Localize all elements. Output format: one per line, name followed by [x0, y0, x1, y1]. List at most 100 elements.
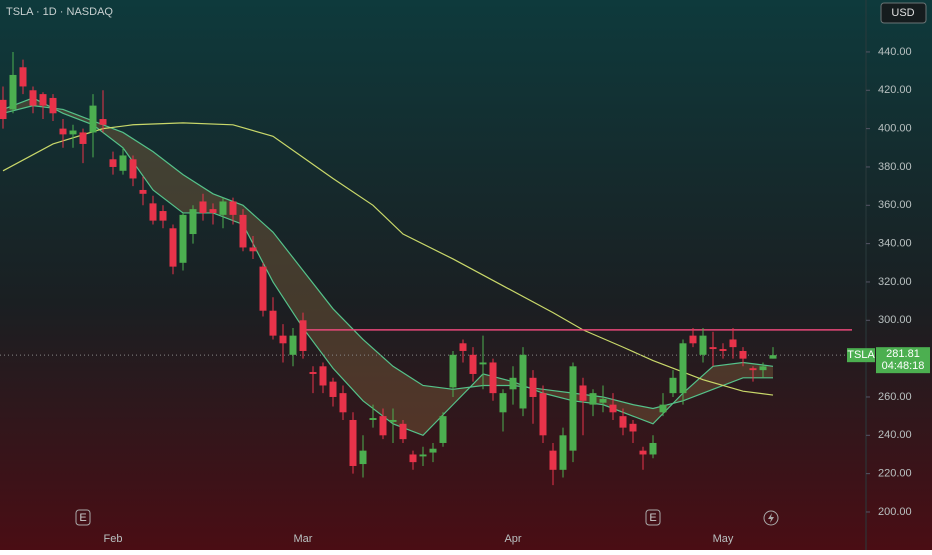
candle-body: [769, 355, 777, 359]
candle-body: [329, 381, 337, 397]
earnings-label: E: [79, 512, 86, 524]
candle-body: [679, 343, 687, 394]
x-tick-label: May: [713, 533, 734, 545]
symbol-tag: [847, 348, 875, 363]
lightning-icon[interactable]: [763, 510, 779, 526]
candle-body: [419, 454, 427, 457]
candle-body: [49, 97, 57, 114]
y-tick-label: 200.00: [878, 506, 912, 518]
candle-body: [139, 189, 147, 194]
candle-body: [739, 350, 747, 359]
candle-body: [409, 454, 417, 463]
candle-body: [599, 398, 607, 403]
candle-body: [509, 377, 517, 390]
candle-body: [169, 228, 177, 267]
candle-body: [259, 266, 267, 311]
candle-body: [89, 105, 97, 133]
candle-body: [219, 201, 227, 215]
y-tick-label: 220.00: [878, 468, 912, 480]
ma-ribbon: [3, 97, 773, 436]
candle-body: [489, 362, 497, 394]
candle-body: [299, 320, 307, 351]
y-tick-label: 260.00: [878, 391, 912, 403]
y-tick-label: 400.00: [878, 123, 912, 135]
countdown: 04:48:18: [882, 360, 925, 372]
candle-body: [149, 203, 157, 221]
y-tick-label: 440.00: [878, 46, 912, 58]
candle-body: [29, 90, 37, 106]
candle-body: [729, 339, 737, 348]
candle-body: [99, 119, 107, 125]
candle-body: [309, 372, 317, 374]
candle-body: [159, 211, 167, 221]
y-tick-label: 360.00: [878, 199, 912, 211]
candle-body: [659, 404, 667, 413]
candle-body: [439, 416, 447, 443]
moving-average: [2, 105, 773, 410]
candle-body: [129, 159, 137, 179]
candle-body: [229, 201, 237, 215]
candle-body: [349, 419, 357, 466]
candle-body: [249, 247, 257, 252]
candle-body: [109, 159, 117, 167]
candle-body: [19, 67, 27, 87]
y-tick-label: 240.00: [878, 429, 912, 441]
earnings-marker: [645, 509, 661, 526]
x-tick-label: Mar: [294, 533, 313, 545]
candle-body: [0, 99, 7, 120]
symbol-title: TSLA · 1D · NASDAQ: [6, 6, 113, 18]
x-tick-label: Feb: [104, 533, 123, 545]
candle-body: [179, 214, 187, 263]
candle-body: [619, 416, 627, 428]
candle-body: [199, 201, 207, 213]
candle-body: [289, 335, 297, 355]
candle-body: [359, 450, 367, 465]
candle-body: [429, 448, 437, 453]
candle-body: [759, 366, 767, 371]
candle-body: [379, 416, 387, 436]
candle-body: [369, 418, 377, 420]
candle-body: [499, 393, 507, 413]
candle-body: [59, 128, 67, 135]
currency: USD: [891, 7, 914, 19]
candle-body: [559, 435, 567, 470]
candle-body: [549, 450, 557, 470]
currency-box[interactable]: [880, 2, 927, 24]
candle-body: [209, 209, 217, 213]
candle-body: [479, 362, 487, 365]
candle-body: [119, 155, 127, 171]
price-tag: [876, 347, 930, 374]
candle-body: [669, 377, 677, 394]
candle-body: [9, 74, 17, 110]
candle-body: [469, 354, 477, 374]
x-tick-label: Apr: [504, 533, 521, 545]
candle-body: [39, 94, 47, 106]
candle-body: [399, 423, 407, 440]
candle-body: [709, 347, 717, 350]
candle-body: [699, 335, 707, 355]
candle-body: [319, 366, 327, 386]
candle-body: [579, 385, 587, 401]
price-tag-label: 281.81: [886, 348, 920, 360]
candle-body: [519, 354, 527, 409]
candle-body: [529, 377, 537, 397]
candle-body: [569, 366, 577, 451]
y-tick-label: 420.00: [878, 84, 912, 96]
candle-body: [459, 343, 467, 351]
y-tick-label: 320.00: [878, 276, 912, 288]
candle-body: [269, 310, 277, 336]
candle-body: [589, 393, 597, 405]
candle-body: [79, 132, 87, 144]
y-tick-label: 340.00: [878, 238, 912, 250]
candle-body: [279, 335, 287, 344]
candle-body: [389, 419, 397, 422]
candle-body: [449, 354, 457, 388]
candle-body: [639, 450, 647, 455]
candle-body: [749, 368, 757, 371]
earnings-marker: [75, 509, 91, 526]
candle-body: [609, 404, 617, 413]
candle-body: [649, 442, 657, 455]
